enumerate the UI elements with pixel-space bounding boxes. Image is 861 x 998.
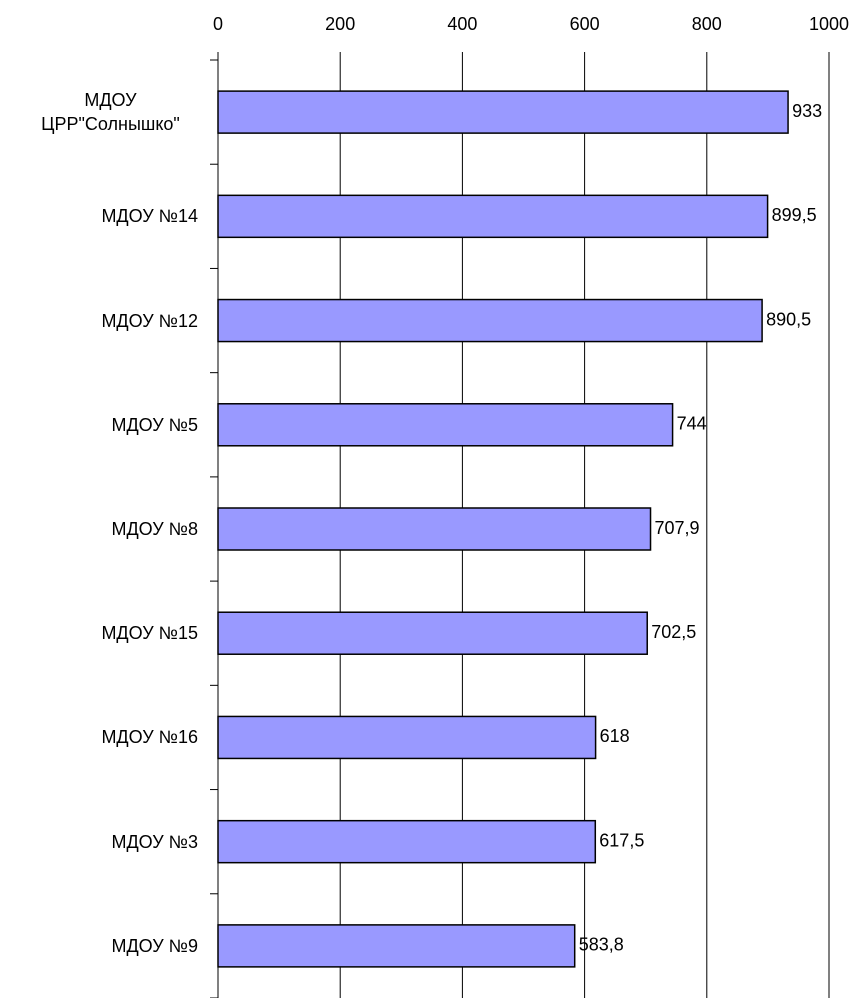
y-tick-label: МДОУ №16 xyxy=(101,727,198,748)
y-tick-label-box: МДОУ ЦРР"Солнышко" xyxy=(0,72,198,152)
bar xyxy=(217,819,597,864)
y-tick-label-box: МДОУ №9 xyxy=(0,906,198,986)
y-tick-label: МДОУ №14 xyxy=(101,206,198,227)
y-tick-label-box: МДОУ №3 xyxy=(0,802,198,882)
y-tick-label-box: МДОУ №15 xyxy=(0,593,198,673)
data-label: 890,5 xyxy=(766,309,811,329)
x-tick-label: 800 xyxy=(692,14,722,34)
y-tick-label: МДОУ №8 xyxy=(111,519,198,539)
bar xyxy=(217,194,769,239)
x-tick-label: 400 xyxy=(447,14,477,34)
bar xyxy=(217,403,674,447)
bar xyxy=(217,507,652,551)
x-tick-label: 600 xyxy=(570,14,600,34)
y-tick-label-box: МДОУ №8 xyxy=(0,489,198,569)
bar xyxy=(217,924,576,968)
y-tick-label: МДОУ №5 xyxy=(111,414,198,435)
bar xyxy=(217,611,648,655)
x-tick-label: 1000 xyxy=(809,14,849,34)
y-tick-label: МДОУ №3 xyxy=(111,831,198,852)
y-tick-label-box: МДОУ №14 xyxy=(0,176,198,256)
y-tick-label-box: МДОУ №5 xyxy=(0,385,198,465)
data-label: 702,5 xyxy=(651,622,696,642)
data-label: 899,5 xyxy=(772,205,817,225)
bar xyxy=(217,90,789,134)
bar xyxy=(217,715,597,760)
x-tick-label: 200 xyxy=(325,14,355,34)
y-tick-label: МДОУ №12 xyxy=(101,310,198,331)
data-label: 707,9 xyxy=(655,518,700,538)
y-tick-label: МДОУ ЦРР"Солнышко" xyxy=(41,90,180,135)
data-label: 618 xyxy=(600,726,630,746)
data-label: 583,8 xyxy=(579,935,624,955)
data-label: 617,5 xyxy=(599,830,644,850)
bar xyxy=(217,298,763,343)
y-tick-label-box: МДОУ №16 xyxy=(0,697,198,777)
data-label: 744 xyxy=(677,414,707,434)
x-tick-label: 0 xyxy=(213,14,223,34)
data-label: 933 xyxy=(792,101,822,121)
y-tick-label: МДОУ №15 xyxy=(101,623,198,644)
y-tick-label: МДОУ №9 xyxy=(111,935,198,956)
y-tick-label-box: МДОУ №12 xyxy=(0,281,198,361)
